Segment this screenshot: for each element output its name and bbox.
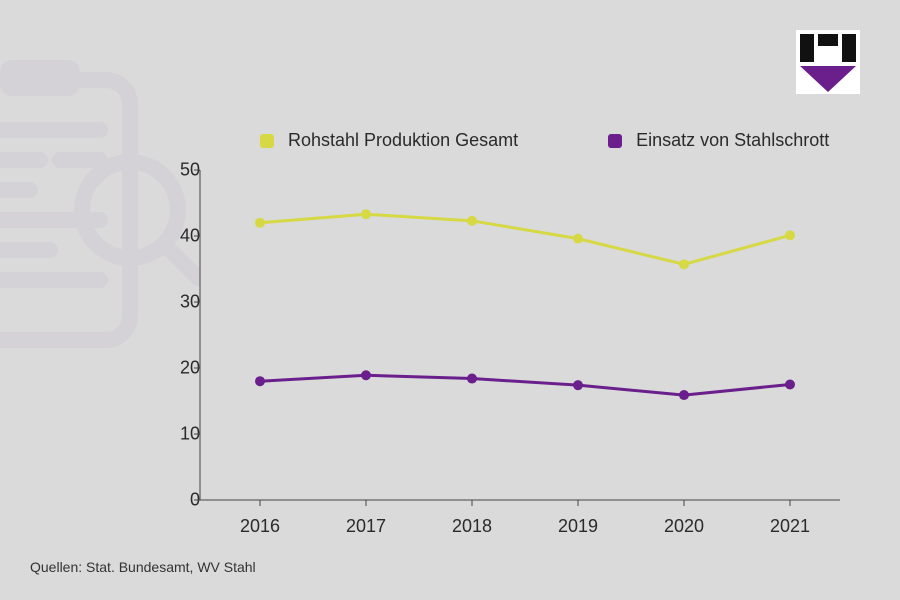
x-axis-labels: 2016 2017 2018 2019 2020 2021 (200, 510, 840, 540)
legend-item-schrott: Einsatz von Stahlschrott (608, 130, 829, 151)
chart-series-line (260, 214, 790, 264)
chart-data-point (785, 230, 795, 240)
x-axis-tick: 2017 (346, 516, 386, 537)
chart-data-point (361, 370, 371, 380)
chart-plot-area (200, 170, 840, 500)
x-axis-tick: 2021 (770, 516, 810, 537)
chart-series-line (260, 375, 790, 395)
x-axis-tick: 2019 (558, 516, 598, 537)
legend-item-rohstahl: Rohstahl Produktion Gesamt (260, 130, 518, 151)
chart-data-point (361, 209, 371, 219)
brand-logo (796, 30, 860, 94)
chart-data-point (573, 234, 583, 244)
source-citation: Quellen: Stat. Bundesamt, WV Stahl (30, 559, 256, 575)
x-axis-tick: 2018 (452, 516, 492, 537)
chart-data-point (785, 380, 795, 390)
chart-legend: Rohstahl Produktion Gesamt Einsatz von S… (260, 130, 829, 151)
legend-label: Rohstahl Produktion Gesamt (288, 130, 518, 151)
chart-data-point (679, 390, 689, 400)
line-chart (200, 170, 840, 500)
legend-swatch (260, 134, 274, 148)
chart-data-point (573, 380, 583, 390)
chart-data-point (679, 259, 689, 269)
x-axis-tick: 2020 (664, 516, 704, 537)
legend-swatch (608, 134, 622, 148)
chart-data-point (255, 376, 265, 386)
chart-data-point (467, 216, 477, 226)
legend-label: Einsatz von Stahlschrott (636, 130, 829, 151)
chart-data-point (467, 374, 477, 384)
x-axis-tick: 2016 (240, 516, 280, 537)
chart-data-point (255, 218, 265, 228)
y-axis-labels: 01020304050 (160, 170, 200, 500)
